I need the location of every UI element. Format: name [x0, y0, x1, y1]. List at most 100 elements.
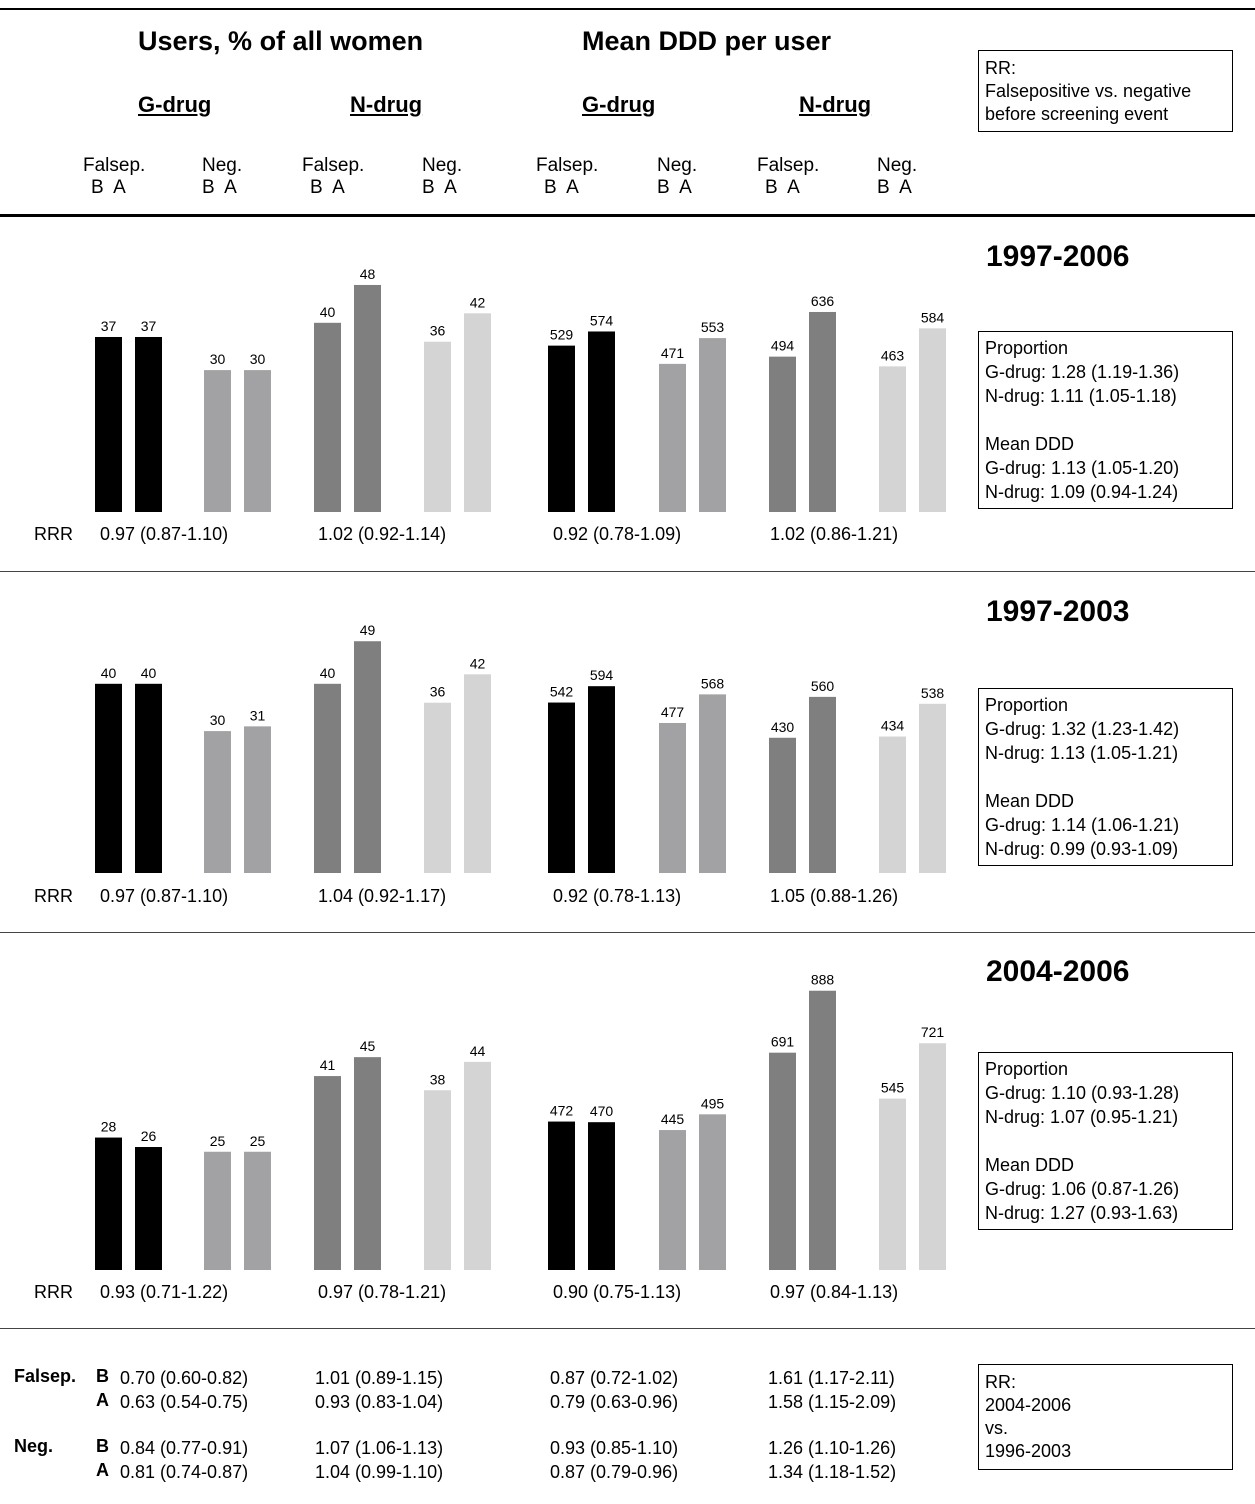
rr-cell: 0.63 (0.54-0.75): [120, 1392, 249, 1412]
rrr-value: 0.97 (0.87-1.10): [100, 524, 229, 544]
bar-1997-2006-p3-neg-a: [919, 328, 946, 512]
group-name: Falsep.: [302, 155, 365, 176]
bar-1997-2003-p3-falsep-b: [769, 737, 796, 873]
bar-1997-2006-p1-falsep-a: [354, 284, 381, 512]
bar-1997-2006-p2-falsep-a: [588, 331, 615, 512]
bar-value-label: 26: [141, 1128, 157, 1144]
bottom-neg-label: Neg.: [14, 1436, 54, 1456]
section-rule-3: [0, 1328, 1255, 1329]
group-sublabel: Falsep. B A: [83, 155, 173, 199]
rr-period-box-line: vs.: [985, 1418, 1009, 1438]
drug-label-ddd-g: G-drug: [582, 92, 656, 117]
group-name: Falsep.: [536, 155, 599, 176]
rr-box-line: Falsepositive vs. negative: [985, 81, 1192, 101]
ba-label: B A: [310, 177, 345, 198]
bar-value-label: 568: [701, 675, 725, 691]
bar-value-label: 553: [701, 319, 725, 335]
bar-1997-2003-p1-neg-b: [424, 702, 451, 873]
bar-1997-2006-p3-falsep-b: [769, 356, 796, 512]
bar-value-label: 49: [360, 622, 376, 638]
rr-legend-box: RR: Falsepositive vs. negative before sc…: [978, 50, 1233, 132]
rr-cell: 0.93 (0.85-1.10): [550, 1438, 679, 1458]
bar-1997-2003-p0-falsep-a: [135, 683, 162, 873]
bar-1997-2003-p1-neg-a: [464, 674, 491, 873]
bar-value-label: 636: [811, 293, 835, 309]
rrr-label: RRR: [34, 886, 73, 906]
bar-value-label: 542: [550, 684, 574, 700]
bar-value-label: 463: [881, 347, 905, 363]
group-sublabel: Falsep. B A: [757, 155, 847, 199]
rr-period-box-line: 1996-2003: [985, 1441, 1072, 1461]
ba-label: B A: [91, 177, 126, 198]
bottom-a-label-2: A: [96, 1460, 109, 1480]
bar-1997-2003-p3-falsep-a: [809, 696, 836, 873]
rr-box-line: RR:: [985, 58, 1016, 78]
group-sublabel: Falsep. B A: [302, 155, 392, 199]
bar-value-label: 594: [590, 667, 614, 683]
bar-value-label: 495: [701, 1095, 725, 1111]
bar-value-label: 538: [921, 685, 945, 701]
rr-box-line: before screening event: [985, 104, 1169, 124]
bar-value-label: 44: [470, 1043, 486, 1059]
bar-value-label: 721: [921, 1024, 945, 1040]
bar-value-label: 560: [811, 678, 835, 694]
ratio-box-line: Mean DDD: [985, 791, 1075, 811]
bar-1997-2006-p0-neg-b: [204, 370, 231, 512]
rr-cell: 0.81 (0.74-0.87): [120, 1462, 249, 1482]
ratio-box-line: G-drug: 1.14 (1.06-1.21): [985, 815, 1180, 835]
bar-2004-2006-p2-neg-b: [659, 1130, 686, 1270]
ddd-title: Mean DDD per user: [582, 26, 832, 56]
bar-2004-2006-p2-neg-a: [699, 1114, 726, 1270]
bar-value-label: 40: [320, 304, 336, 320]
rr-cell: 0.93 (0.83-1.04): [315, 1392, 444, 1412]
period-title: 1997-2006: [986, 240, 1130, 273]
rr-period-box-line: RR:: [985, 1372, 1016, 1392]
bar-value-label: 37: [101, 318, 117, 334]
bar-2004-2006-p1-falsep-a: [354, 1057, 381, 1270]
bar-value-label: 545: [881, 1080, 905, 1096]
ratio-box: Proportion G-drug: 1.32 (1.23-1.42) N-drug…: [978, 688, 1233, 866]
rr-cell: 0.87 (0.79-0.96): [550, 1462, 679, 1482]
bar-value-label: 30: [210, 712, 226, 728]
group-name: Falsep.: [83, 155, 146, 176]
bar-value-label: 691: [771, 1034, 795, 1050]
group-sublabel: Neg. B A: [867, 155, 957, 199]
bar-value-label: 45: [360, 1038, 376, 1054]
bar-value-label: 40: [101, 665, 117, 681]
bar-2004-2006-p0-neg-b: [204, 1151, 231, 1270]
rr-cell: 0.87 (0.72-1.02): [550, 1368, 679, 1388]
bar-value-label: 36: [430, 684, 446, 700]
bar-1997-2006-p0-neg-a: [244, 370, 271, 512]
bar-value-label: 472: [550, 1103, 574, 1119]
group-name: Falsep.: [757, 155, 820, 176]
drug-label-users-g: G-drug: [138, 92, 212, 117]
bar-2004-2006-p0-neg-a: [244, 1151, 271, 1270]
ba-label: B A: [422, 177, 457, 198]
bar-value-label: 30: [210, 351, 226, 367]
bar-value-label: 445: [661, 1111, 685, 1127]
bar-value-label: 471: [661, 345, 685, 361]
bar-2004-2006-p3-neg-a: [919, 1043, 946, 1270]
bar-value-label: 30: [250, 351, 266, 367]
ratio-box-line: N-drug: 1.09 (0.94-1.24): [985, 482, 1179, 502]
bar-2004-2006-p3-falsep-b: [769, 1052, 796, 1270]
rrr-value: 0.92 (0.78-1.13): [553, 886, 682, 906]
group-name: Neg.: [422, 155, 463, 176]
ratio-box-line: [985, 765, 1226, 789]
bar-2004-2006-p0-falsep-a: [135, 1147, 162, 1270]
rr-cell: 1.01 (0.89-1.15): [315, 1368, 444, 1388]
bar-1997-2006-p0-falsep-b: [95, 336, 122, 512]
period-title: 1997-2003: [986, 595, 1130, 628]
bar-value-label: 470: [590, 1103, 614, 1119]
rrr-value: 0.93 (0.71-1.22): [100, 1282, 229, 1302]
rr-cell: 1.26 (1.10-1.26): [768, 1438, 897, 1458]
bar-value-label: 36: [430, 323, 446, 339]
bar-value-label: 888: [811, 972, 835, 988]
ratio-box-line: Proportion: [985, 695, 1069, 715]
rr-cell: 0.70 (0.60-0.82): [120, 1368, 249, 1388]
bar-value-label: 584: [921, 309, 945, 325]
bar-1997-2003-p0-neg-b: [204, 731, 231, 873]
bar-1997-2003-p3-neg-a: [919, 703, 946, 873]
bar-value-label: 37: [141, 318, 157, 334]
